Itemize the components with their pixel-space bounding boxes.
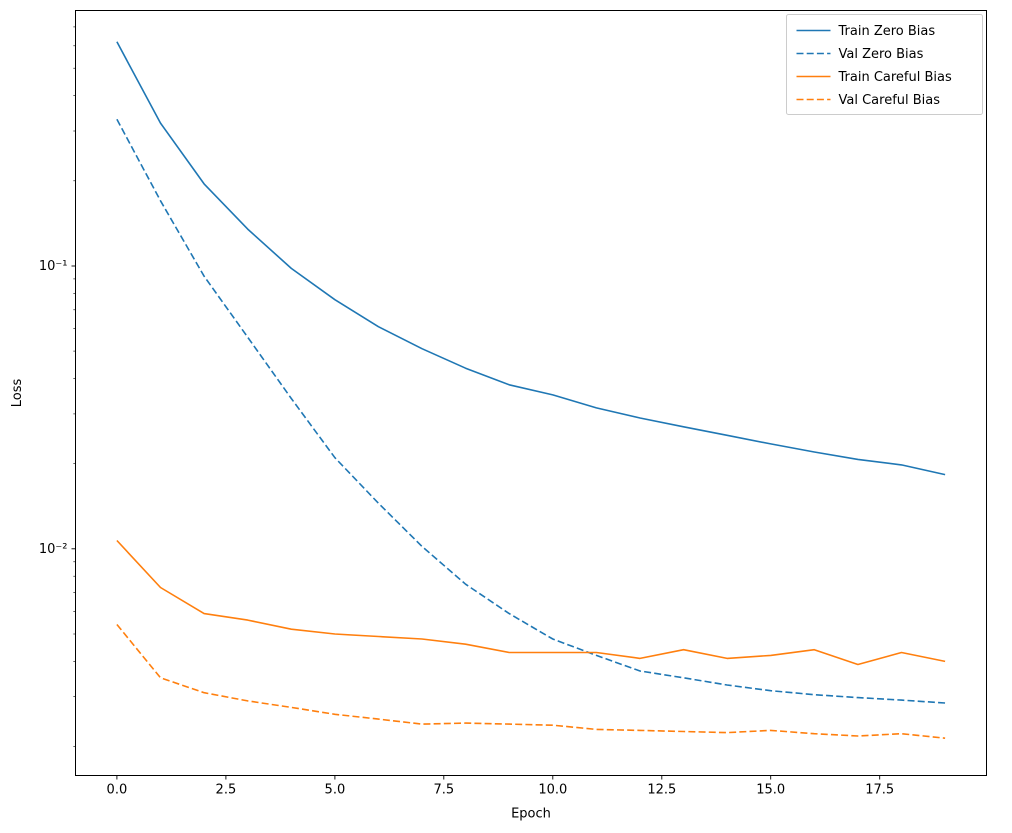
y-tick-label: 10⁻¹	[39, 259, 68, 274]
y-axis-label: Loss	[10, 379, 25, 408]
series-line-val-careful-bias	[116, 623, 946, 739]
x-tick-label: 5.0	[325, 783, 346, 798]
series-line-val-zero-bias	[116, 118, 946, 704]
series-line-train-careful-bias	[116, 539, 946, 666]
legend-label-val-careful-bias: Val Careful Bias	[839, 93, 941, 108]
x-tick-label: 15.0	[756, 783, 785, 798]
y-tick-label: 10⁻²	[39, 542, 68, 557]
legend-label-train-zero-bias: Train Zero Bias	[838, 24, 936, 39]
x-tick-label: 0.0	[107, 783, 128, 798]
x-tick-label: 10.0	[538, 783, 567, 798]
legend-box	[786, 14, 983, 115]
series-line-train-zero-bias	[116, 41, 946, 476]
axes-spines	[75, 10, 987, 776]
legend-label-train-careful-bias: Train Careful Bias	[838, 70, 952, 85]
x-tick-label: 7.5	[433, 783, 454, 798]
legend-label-val-zero-bias: Val Zero Bias	[839, 47, 924, 62]
x-tick-label: 17.5	[865, 783, 894, 798]
x-tick-label: 12.5	[647, 783, 676, 798]
x-tick-label: 2.5	[216, 783, 237, 798]
x-axis-label: Epoch	[511, 807, 551, 822]
